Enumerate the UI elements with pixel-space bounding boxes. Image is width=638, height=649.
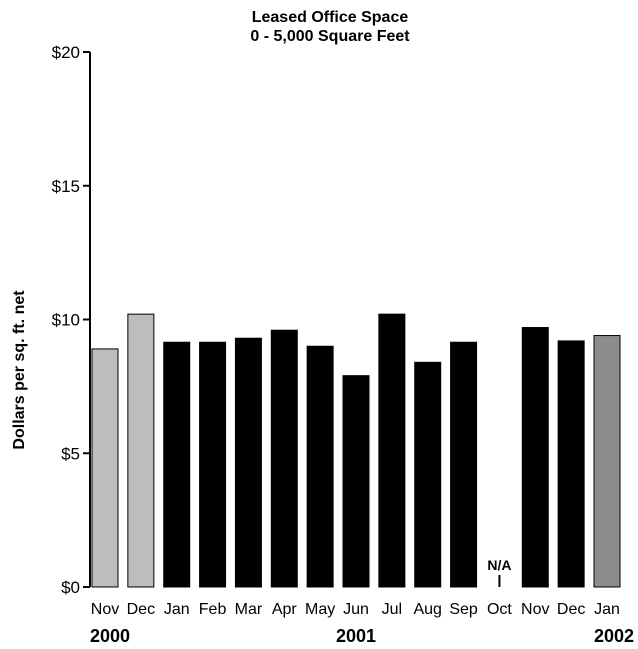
x-tick-label: Nov	[91, 601, 119, 618]
bar-14	[593, 335, 621, 588]
x-tick-label: Jan	[164, 601, 190, 618]
x-tick-label: Mar	[235, 601, 263, 618]
y-tick-label: $15	[52, 177, 80, 196]
bar-3	[199, 341, 227, 588]
year-label: 2001	[336, 626, 376, 646]
x-tick-label: May	[305, 601, 335, 618]
x-tick-label: Apr	[272, 601, 298, 618]
x-tick-label: Aug	[413, 601, 441, 618]
chart-subtitle: 0 - 5,000 Square Feet	[250, 28, 410, 45]
bar-13	[557, 340, 585, 588]
y-axis: $0 $5 $10 $15 $20	[52, 43, 91, 597]
year-label: 2002	[594, 626, 634, 646]
y-tick-label: $10	[52, 311, 80, 330]
annotations: N/A	[487, 557, 511, 587]
bar-0	[91, 348, 119, 588]
y-tick-label: $0	[61, 578, 80, 597]
x-tick-label: Sep	[449, 601, 478, 618]
bar-1	[127, 313, 155, 588]
x-tick-label: Feb	[199, 601, 227, 618]
y-tick-label: $5	[61, 444, 80, 463]
bar-9	[414, 361, 442, 588]
bar-8	[378, 313, 406, 588]
x-tick-label: Jun	[343, 601, 369, 618]
bar-12	[521, 327, 549, 588]
x-tick-label: Dec	[557, 601, 585, 618]
year-labels: 2000 2001 2002	[90, 626, 634, 646]
x-axis-labels: Nov Dec Jan Feb Mar Apr May Jun Jul Aug Sep Oct Nov D…	[91, 601, 620, 618]
bar-4	[234, 337, 262, 588]
bar-7	[342, 375, 370, 588]
bars	[91, 313, 621, 588]
bar-2	[163, 341, 191, 588]
x-tick-label: Jan	[594, 601, 620, 618]
bar-10	[450, 341, 478, 588]
bar-6	[306, 345, 334, 588]
y-axis-label: Dollars per sq. ft. net	[11, 290, 28, 450]
x-tick-label: Dec	[127, 601, 155, 618]
x-tick-label: Nov	[521, 601, 549, 618]
bar-5	[270, 329, 298, 588]
x-tick-label: Oct	[487, 601, 512, 618]
y-tick-label: $20	[52, 43, 80, 62]
x-tick-label: Jul	[382, 601, 402, 618]
year-label: 2000	[90, 626, 130, 646]
na-annotation: N/A	[487, 557, 511, 573]
chart-title: Leased Office Space	[252, 9, 409, 26]
